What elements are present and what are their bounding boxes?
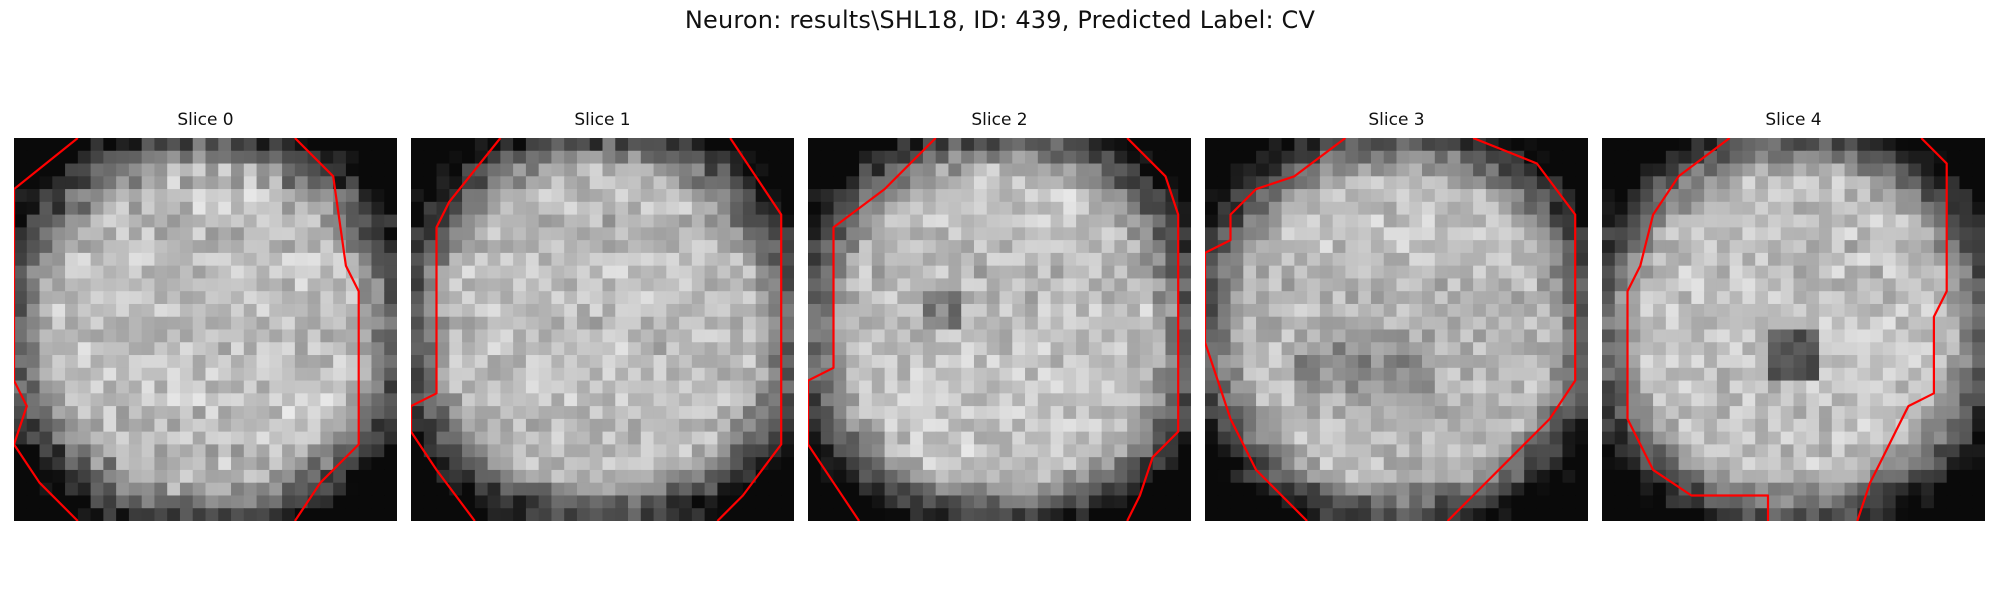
contour-left [14, 138, 79, 521]
contour-left [808, 138, 937, 521]
slice-image [1602, 138, 1985, 521]
contour-left [411, 138, 502, 521]
slice-panel: Slice 1 [411, 108, 794, 521]
slice-image [1205, 138, 1588, 521]
pixel-grid [411, 138, 794, 521]
contour-right [293, 138, 360, 521]
pixel-grid [1205, 138, 1588, 521]
slice-title: Slice 0 [177, 110, 234, 130]
pixel-grid [14, 138, 397, 521]
slice-panel: Slice 2 [808, 108, 1191, 521]
contour-left [1205, 138, 1347, 521]
contour-left [1626, 138, 1770, 521]
contour-right [1856, 138, 1948, 521]
slice-image [808, 138, 1191, 521]
contour-right [716, 138, 783, 521]
slice-image [411, 138, 794, 521]
slice-panel: Slice 3 [1205, 108, 1588, 521]
slice-panel: Slice 0 [14, 108, 397, 521]
slice-title: Slice 1 [574, 110, 631, 130]
pixel-grid [1602, 138, 1985, 521]
contour-right [1446, 138, 1577, 521]
pixel-grid [808, 138, 1191, 521]
contour-right [1126, 138, 1180, 521]
figure-title: Neuron: results\SHL18, ID: 439, Predicte… [684, 6, 1316, 34]
slice-title: Slice 2 [971, 110, 1028, 130]
slice-image [14, 138, 397, 521]
slice-title: Slice 3 [1368, 110, 1425, 130]
slice-title: Slice 4 [1765, 110, 1822, 130]
slice-panel: Slice 4 [1602, 108, 1985, 521]
